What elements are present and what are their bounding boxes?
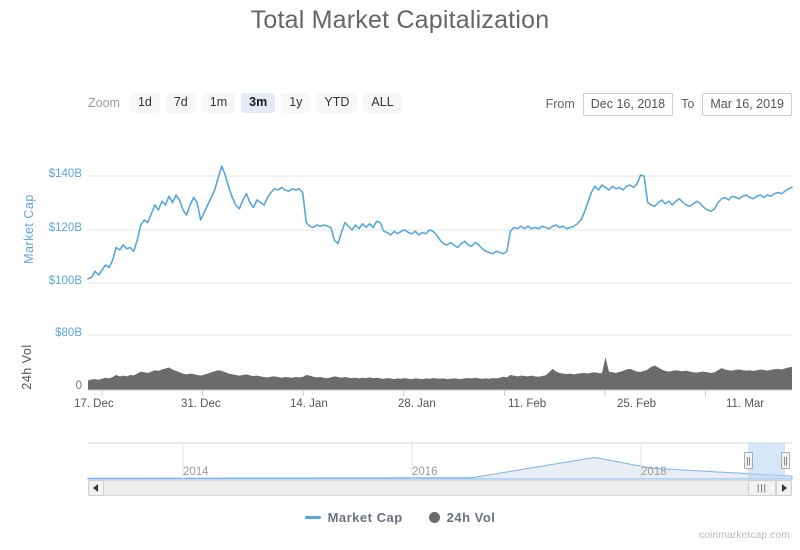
legend-label-24h-vol: 24h Vol (446, 510, 496, 525)
zoom-button-1m[interactable]: 1m (201, 93, 236, 113)
x-tick-1: 31. Dec (181, 398, 221, 410)
grid-market-cap (88, 175, 792, 284)
x-tick-5: 25. Feb (617, 398, 656, 410)
legend-item-market-cap[interactable]: Market Cap (304, 510, 403, 525)
y-tick-vol-0: 0 (75, 380, 82, 392)
scrollbar-left-button[interactable] (88, 480, 104, 496)
y-tick-mcap-120: $120B (48, 222, 82, 234)
market-cap-line-series (87, 165, 793, 280)
from-label: From (545, 97, 575, 111)
zoom-button-1d[interactable]: 1d (129, 93, 160, 113)
scrollbar-grip-icon: ||| (756, 482, 768, 493)
zoom-button-7d[interactable]: 7d (165, 93, 196, 113)
y-tick-mcap-140: $140B (48, 168, 82, 180)
handle-grip-icon: || (783, 455, 788, 465)
x-tick-3: 28. Jan (398, 398, 436, 410)
volume-area-series (88, 357, 792, 390)
left-arrow-icon (93, 484, 98, 492)
x-axis (88, 389, 792, 396)
zoom-label: Zoom (88, 96, 120, 110)
y-tick-mcap-100: $100B (48, 275, 82, 287)
scrollbar-right-button[interactable] (776, 480, 792, 496)
navigator-mini-series (87, 457, 793, 480)
to-date-input[interactable]: Mar 16, 2019 (702, 92, 792, 116)
credits-label: coinmarketcap.com (698, 529, 790, 541)
to-label: To (681, 97, 695, 111)
date-range-inputs: From Dec 16, 2018 To Mar 16, 2019 (538, 92, 792, 116)
right-arrow-icon (782, 484, 787, 492)
scrollbar-thumb[interactable]: ||| (748, 480, 776, 496)
zoom-button-3m[interactable]: 3m (241, 93, 276, 113)
navigator-selected-range[interactable] (748, 443, 785, 479)
navigator-year-2018: 2018 (641, 466, 667, 478)
navigator-year-2016: 2016 (412, 466, 438, 478)
from-date-input[interactable]: Dec 16, 2018 (582, 92, 674, 116)
navigator-scrollbar-track[interactable] (88, 480, 792, 496)
zoom-button-1y[interactable]: 1y (281, 93, 311, 113)
legend-item-24h-vol[interactable]: 24h Vol (428, 510, 496, 525)
navigator-pane (87, 442, 793, 480)
x-tick-4: 11. Feb (508, 398, 547, 410)
zoom-range-selector: Zoom 1d 7d 1m 3m 1y YTD ALL (88, 92, 408, 114)
legend-label-market-cap: Market Cap (327, 510, 403, 525)
navigator-handle-right[interactable]: || (781, 452, 790, 469)
page-title: Total Market Capitalization (250, 6, 550, 34)
x-tick-6: 11. Mar (726, 398, 765, 410)
chart-legend: Market Cap 24h Vol (0, 510, 800, 525)
zoom-button-all[interactable]: ALL (363, 93, 402, 113)
navigator-handle-left[interactable]: || (744, 452, 753, 469)
navigator-year-2014: 2014 (183, 466, 209, 478)
chart-plot-area (87, 165, 793, 480)
dot-marker-icon (428, 512, 440, 523)
y-tick-vol-80: $80B (55, 327, 82, 339)
line-marker-icon (304, 516, 321, 519)
zoom-button-ytd[interactable]: YTD (316, 93, 358, 113)
x-tick-0: 17. Dec (74, 398, 114, 410)
x-tick-2: 14. Jan (290, 398, 328, 410)
handle-grip-icon: || (746, 455, 751, 465)
